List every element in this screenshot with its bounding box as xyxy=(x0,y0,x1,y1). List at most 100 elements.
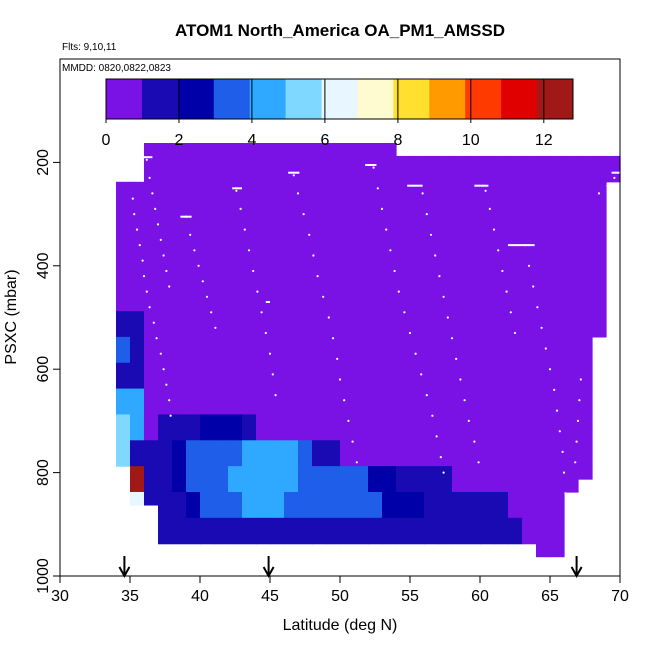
heatmap-cell xyxy=(354,181,369,196)
heatmap-cell xyxy=(410,298,425,312)
colorbar-swatch xyxy=(141,79,179,119)
heatmap-cell xyxy=(536,298,551,312)
heatmap-cell xyxy=(508,414,523,428)
heatmap-cell xyxy=(256,311,271,325)
heatmap-cell xyxy=(256,440,271,454)
heatmap-cell xyxy=(452,466,467,480)
heatmap-cell xyxy=(116,453,131,467)
heatmap-cell xyxy=(522,336,537,351)
heatmap-cell xyxy=(396,517,411,532)
heatmap-cell xyxy=(382,246,397,260)
heatmap-cell xyxy=(130,181,145,196)
heatmap-cell xyxy=(284,143,299,157)
heatmap-cell xyxy=(158,466,173,480)
heatmap-cell xyxy=(340,440,355,454)
heatmap-cell xyxy=(550,349,565,364)
heatmap-cell xyxy=(214,530,229,545)
heatmap-cell xyxy=(550,155,565,170)
heatmap-cell xyxy=(144,453,159,467)
colorbar-tick-label: 2 xyxy=(175,132,184,149)
heatmap-cell xyxy=(172,479,187,493)
latitude-marker-arrowhead xyxy=(570,566,583,579)
heatmap-cell xyxy=(130,453,145,467)
heatmap-cell xyxy=(186,298,201,312)
colorbar-swatch xyxy=(537,79,574,119)
track-point xyxy=(151,192,154,195)
colorbar-ticks: 0 2 4 6 8 10 12 xyxy=(102,79,553,149)
heatmap-cell xyxy=(214,246,229,260)
heatmap-cell xyxy=(144,414,159,428)
heatmap-cell xyxy=(284,375,299,390)
heatmap-cell xyxy=(284,207,299,222)
heatmap-cell xyxy=(186,272,201,286)
heatmap-cell xyxy=(508,155,523,170)
heatmap-cell xyxy=(214,155,229,170)
heatmap-cell xyxy=(592,181,607,196)
heatmap-cell xyxy=(564,388,579,403)
heatmap-cell xyxy=(312,375,327,390)
heatmap-cell xyxy=(298,194,313,209)
heatmap-cell xyxy=(578,246,593,260)
heatmap-cell xyxy=(578,323,593,338)
heatmap-cell xyxy=(270,155,285,170)
heatmap-cell xyxy=(466,181,481,196)
heatmap-cell xyxy=(480,233,495,248)
heatmap-cell xyxy=(228,440,243,454)
track-point xyxy=(431,414,434,417)
heatmap-cell xyxy=(228,143,243,157)
heatmap-cell xyxy=(452,311,467,325)
heatmap-cell xyxy=(242,504,257,519)
heatmap-cell xyxy=(158,388,173,403)
heatmap-cell xyxy=(368,259,383,273)
heatmap-cell xyxy=(326,479,341,493)
heatmap-cell xyxy=(578,362,593,377)
track-point xyxy=(141,259,144,262)
heatmap-cell xyxy=(158,349,173,364)
heatmap-cell xyxy=(340,362,355,377)
heatmap-cell xyxy=(242,143,257,157)
heatmap-cell xyxy=(326,336,341,351)
heatmap-cell xyxy=(368,220,383,235)
heatmap-cell xyxy=(438,246,453,260)
heatmap-cell xyxy=(564,246,579,260)
heatmap-cell xyxy=(368,349,383,364)
heatmap-cell xyxy=(284,388,299,403)
heatmap-cell xyxy=(480,207,495,222)
heatmap-cell xyxy=(424,323,439,338)
heatmap-cell xyxy=(494,530,509,545)
track-point xyxy=(256,290,259,293)
heatmap-cell xyxy=(214,517,229,532)
heatmap-cell xyxy=(256,246,271,260)
heatmap-cell xyxy=(158,427,173,441)
heatmap-cell xyxy=(368,155,383,170)
heatmap-cell xyxy=(200,530,215,545)
heatmap-cell xyxy=(466,375,481,390)
heatmap-cell xyxy=(508,285,523,299)
track-point xyxy=(133,213,136,216)
track-point xyxy=(239,207,242,210)
heatmap-cell xyxy=(186,349,201,364)
heatmap-cell xyxy=(480,181,495,196)
heatmap-cell xyxy=(550,168,565,183)
heatmap-cell xyxy=(130,388,145,403)
track-point xyxy=(327,316,330,319)
heatmap-cell xyxy=(382,168,397,183)
heatmap-cell xyxy=(284,530,299,545)
heatmap-cell xyxy=(256,414,271,428)
heatmap-cell xyxy=(130,491,145,506)
heatmap-cell xyxy=(424,517,439,532)
heatmap-cell xyxy=(158,311,173,325)
heatmap-cell xyxy=(340,285,355,299)
heatmap-cell xyxy=(256,207,271,222)
heatmap-cell xyxy=(242,530,257,545)
heatmap-cell xyxy=(564,414,579,428)
heatmap-cell xyxy=(564,466,579,480)
heatmap-cell xyxy=(130,414,145,428)
heatmap-cell xyxy=(564,323,579,338)
track-point xyxy=(376,187,379,190)
heatmap-cell xyxy=(326,194,341,209)
heatmap-cell xyxy=(284,427,299,441)
heatmap-cell xyxy=(354,298,369,312)
heatmap-cell xyxy=(298,233,313,248)
track-point xyxy=(336,357,339,360)
